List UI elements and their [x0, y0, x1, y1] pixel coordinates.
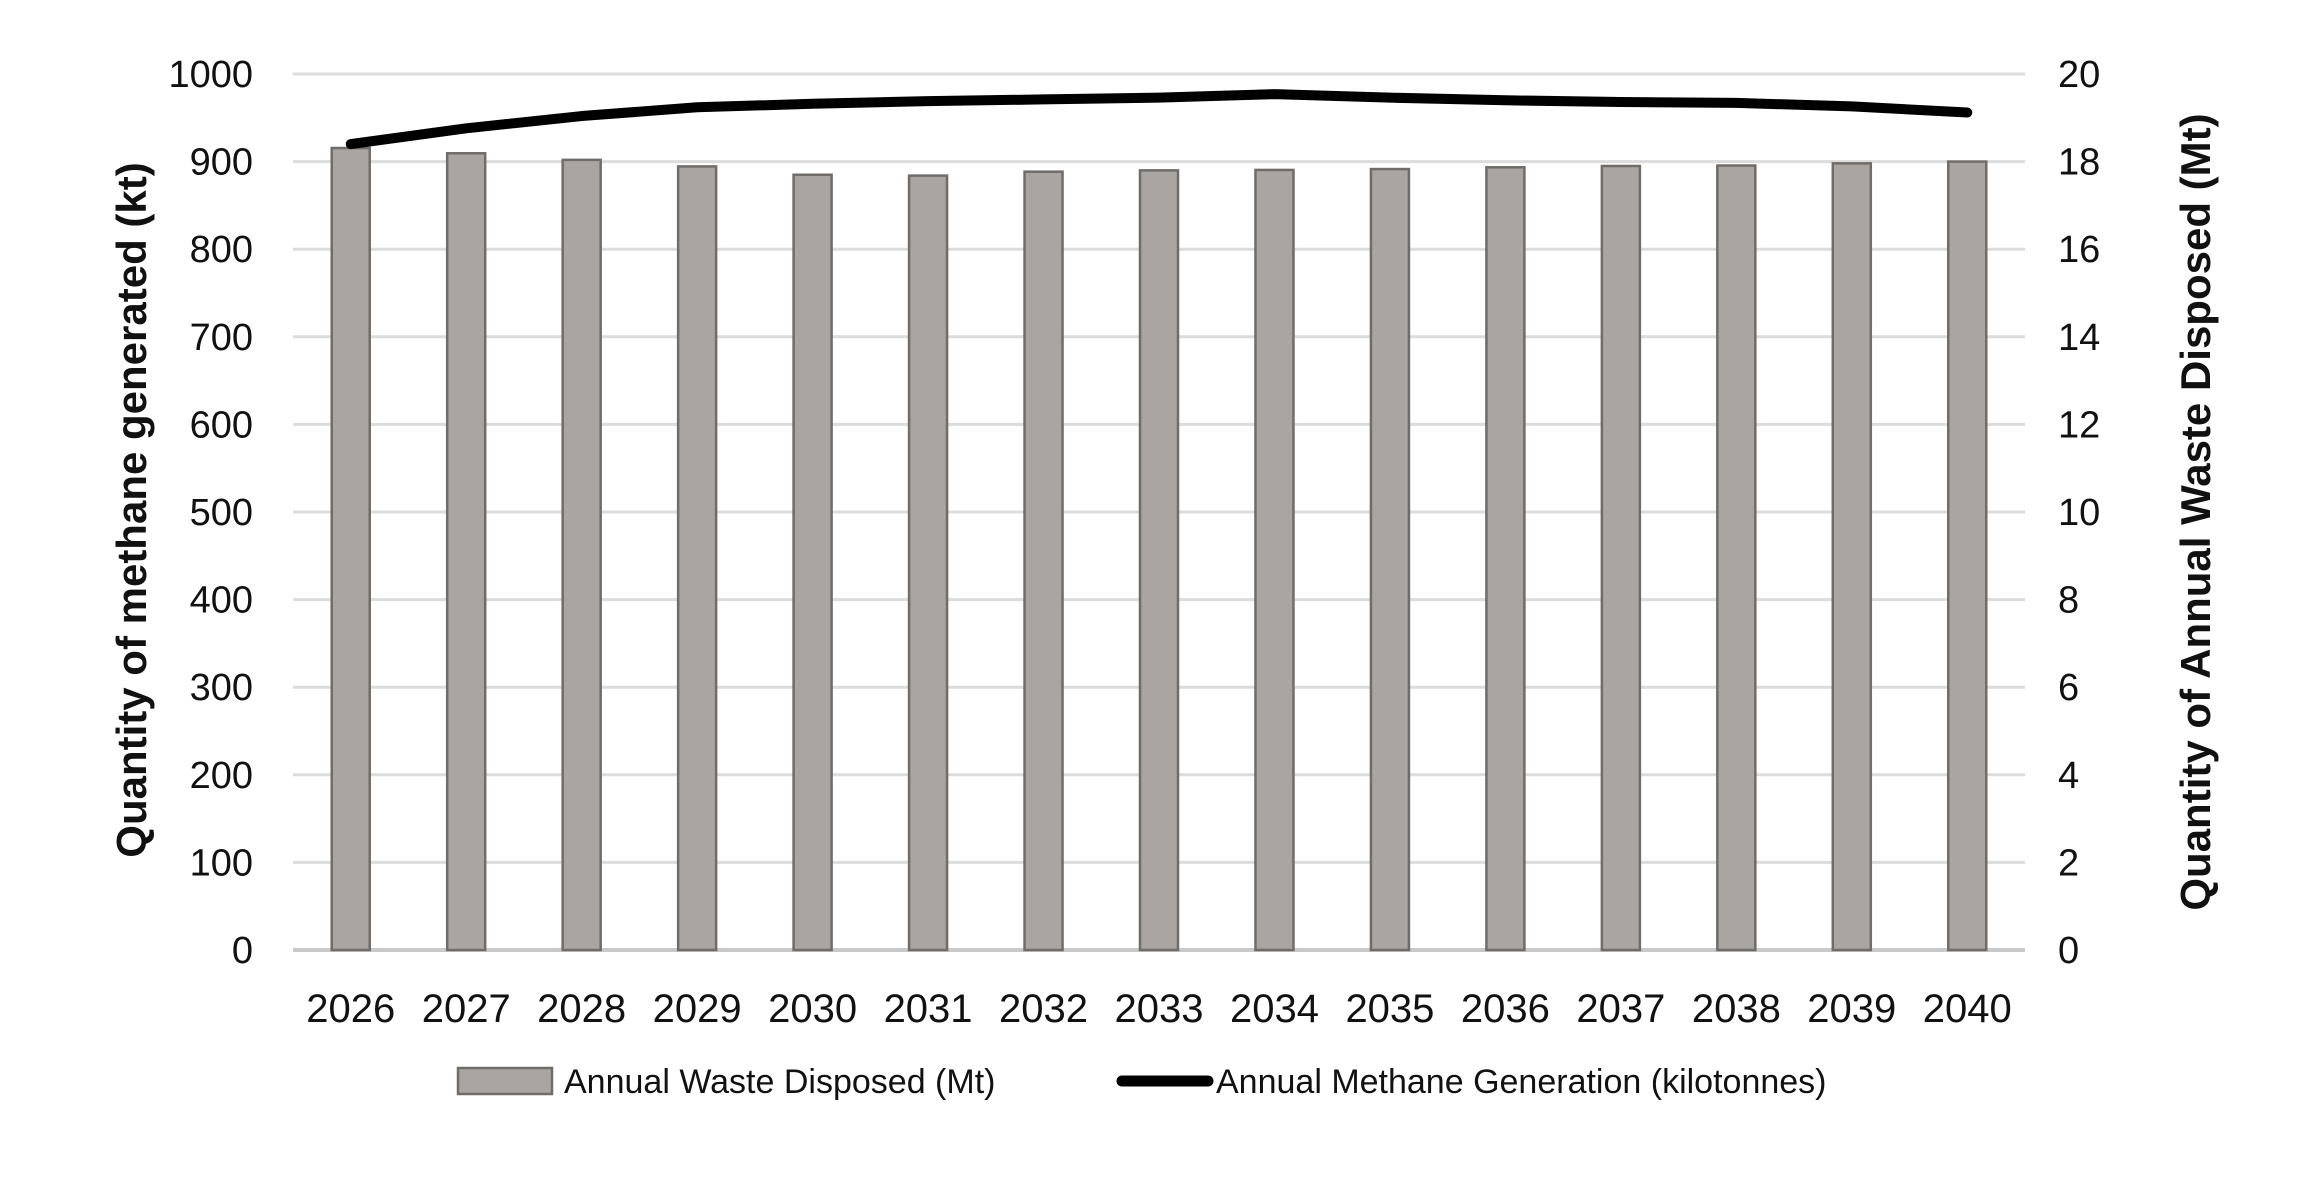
legend-bar-swatch-icon	[456, 1066, 554, 1096]
x-axis-label-2033: 2033	[1115, 987, 1204, 1031]
bar-2035	[1369, 167, 1411, 952]
left-axis-tick: 600	[190, 404, 253, 446]
bar-2034	[1254, 168, 1295, 952]
right-axis-tick: 16	[2058, 229, 2100, 271]
legend: Annual Waste Disposed (Mt) Annual Methan…	[456, 1063, 1827, 1101]
x-axis-label-2030: 2030	[768, 987, 857, 1031]
x-axis-label-2031: 2031	[884, 987, 973, 1031]
x-axis-label-2027: 2027	[422, 987, 511, 1031]
x-axis-label-2026: 2026	[306, 987, 395, 1031]
x-axis-label-2038: 2038	[1692, 987, 1781, 1031]
left-axis-tick-labels: 0 100 200 300 400 500 600 700 800 900 1000	[168, 54, 253, 972]
bar-series-annual-waste-disposed	[330, 146, 1988, 952]
bar-2026	[330, 146, 371, 952]
bar-2027	[445, 152, 487, 952]
right-axis-title: Quantity of Annual Waste Disposed (Mt)	[2172, 113, 2219, 910]
bar-2037	[1600, 164, 1642, 952]
x-axis-label-2034: 2034	[1230, 987, 1319, 1031]
left-axis-tick: 100	[190, 842, 253, 884]
x-axis-label-2035: 2035	[1345, 987, 1434, 1031]
right-axis-tick: 18	[2058, 142, 2100, 184]
left-axis-tick: 800	[190, 229, 253, 271]
left-axis-tick: 900	[190, 142, 253, 184]
right-axis-tick-labels: 0 2 4 6 8 10 12 14 16 18 20	[2058, 54, 2100, 972]
x-axis-label-2040: 2040	[1923, 987, 2012, 1031]
left-axis-tick: 200	[190, 755, 253, 797]
bar-2028	[561, 158, 602, 952]
left-axis-tick: 1000	[168, 54, 253, 96]
right-axis-tick: 20	[2058, 54, 2100, 96]
bar-2031	[907, 174, 949, 952]
bar-2039	[1831, 162, 1873, 952]
right-axis-tick: 0	[2058, 930, 2079, 972]
left-axis-tick: 400	[190, 580, 253, 622]
legend-line-label: Annual Methane Generation (kilotonnes)	[1216, 1063, 1827, 1101]
right-axis-tick: 12	[2058, 404, 2100, 446]
bar-2032	[1023, 170, 1064, 952]
right-axis-tick: 10	[2058, 492, 2100, 534]
bar-2030	[792, 173, 833, 952]
x-axis-label-2039: 2039	[1807, 987, 1896, 1031]
left-axis-tick: 500	[190, 492, 253, 534]
left-axis-tick: 700	[190, 317, 253, 359]
right-axis-tick: 4	[2058, 755, 2079, 797]
x-axis-label-2032: 2032	[999, 987, 1088, 1031]
x-axis-label-2036: 2036	[1461, 987, 1550, 1031]
bar-2036	[1485, 166, 1526, 952]
left-axis-tick: 0	[232, 930, 253, 972]
x-axis-year-labels: 2026 2027 2028 2029 2030 2031 2032 2033 2034 2035…	[306, 987, 2012, 1031]
legend-bar-label: Annual Waste Disposed (Mt)	[564, 1063, 995, 1101]
bar-2040	[1947, 160, 1988, 952]
x-axis-label-2037: 2037	[1576, 987, 1665, 1031]
right-axis-tick: 8	[2058, 580, 2079, 622]
right-axis-tick: 6	[2058, 667, 2079, 709]
x-axis-label-2028: 2028	[537, 987, 626, 1031]
bar-2033	[1138, 169, 1180, 952]
line-series-annual-methane-generation	[345, 89, 1973, 150]
x-axis-label-2029: 2029	[653, 987, 742, 1031]
left-axis-tick: 300	[190, 667, 253, 709]
bar-2038	[1716, 164, 1757, 952]
bar-2029	[676, 165, 718, 952]
right-axis-tick: 14	[2058, 317, 2100, 359]
left-axis-title: Quantity of methane generated (kt)	[108, 162, 155, 857]
right-axis-tick: 2	[2058, 842, 2079, 884]
